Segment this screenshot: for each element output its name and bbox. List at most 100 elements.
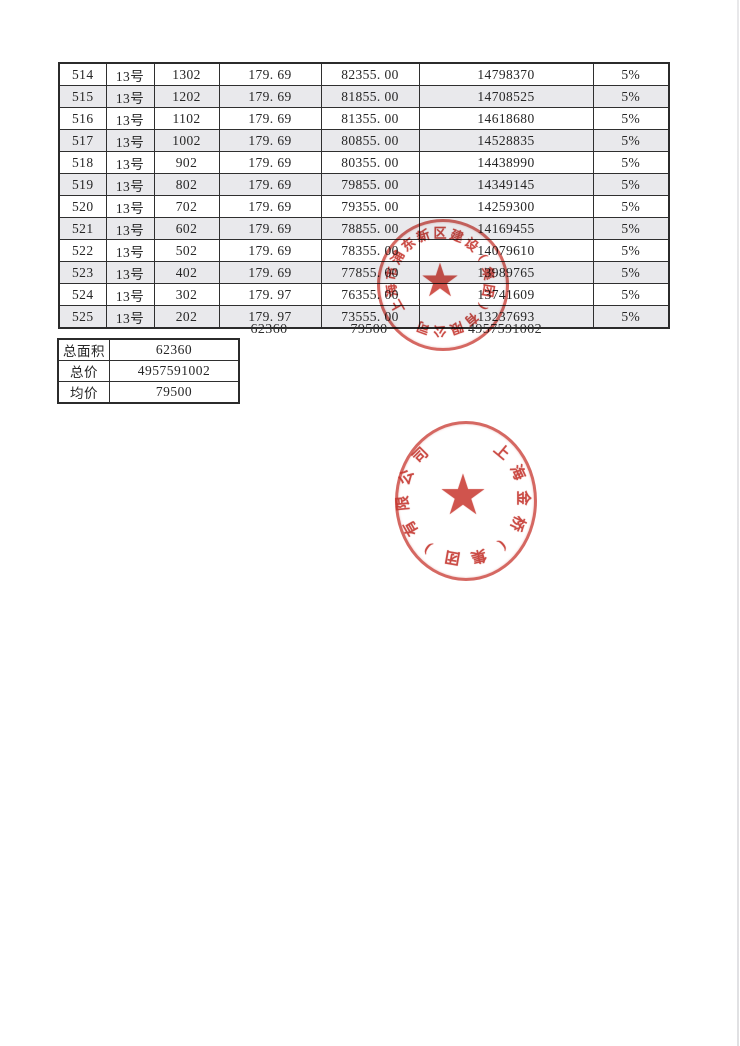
table-cell: 13号 — [105, 62, 155, 86]
table-cell: 523 — [58, 261, 107, 284]
summary-label: 总价 — [57, 360, 110, 382]
seal-ring-char: 团 — [443, 547, 462, 566]
summary-table: 总面积 62360 总价 4957591002 均价 79500 — [57, 338, 240, 404]
table-row: 521 13号 602 179. 69 78855. 00 14169455 5% — [58, 217, 670, 240]
table-cell: 79355. 00 — [320, 195, 420, 218]
table-cell: 179. 69 — [218, 173, 322, 196]
table-cell: 14798370 — [418, 62, 594, 86]
table-cell: 521 — [58, 217, 107, 240]
table-cell: 14349145 — [418, 173, 594, 196]
table-cell: 13号 — [105, 107, 155, 130]
table-cell: 502 — [153, 239, 220, 262]
table-cell: 514 — [58, 62, 107, 86]
table-cell: 179. 69 — [218, 129, 322, 152]
table-cell: 5% — [592, 85, 670, 108]
table-cell: 179. 69 — [218, 85, 322, 108]
seal-circle — [395, 421, 537, 581]
table-row: 514 13号 1302 179. 69 82355. 00 14798370 5% — [58, 62, 670, 86]
table-cell: 5% — [592, 239, 670, 262]
seal-ring-char: 司 — [409, 444, 432, 467]
table-cell: 402 — [153, 261, 220, 284]
seal-ring-char: 上 — [490, 441, 513, 464]
table-cell: 302 — [153, 283, 220, 306]
summary-value: 62360 — [109, 338, 240, 361]
table-row: 522 13号 502 179. 69 78355. 00 14079610 5% — [58, 239, 670, 262]
seal-ring-char: ( — [495, 537, 510, 553]
table-cell: 13989765 — [418, 261, 594, 284]
seal-ring-char: 金 — [514, 490, 531, 506]
table-cell: 73555. 00 — [320, 305, 420, 329]
table-cell: 179. 69 — [218, 261, 322, 284]
table-cell: 179. 69 — [218, 195, 322, 218]
table-cell: 602 — [153, 217, 220, 240]
seal-ring-char: 限 — [395, 495, 413, 512]
table-cell: 13号 — [105, 85, 155, 108]
table-cell: 5% — [592, 305, 670, 329]
table-cell: 13号 — [105, 283, 155, 306]
table-cell: 5% — [592, 107, 670, 130]
table-cell: 80855. 00 — [320, 129, 420, 152]
summary-row: 总价 4957591002 — [57, 360, 240, 382]
table-cell: 520 — [58, 195, 107, 218]
table-row: 518 13号 902 179. 69 80355. 00 14438990 5% — [58, 151, 670, 174]
table-cell: 77855. 00 — [320, 261, 420, 284]
table-row: 517 13号 1002 179. 69 80855. 00 14528835 5% — [58, 129, 670, 152]
total-area-value: 62360 — [250, 322, 288, 337]
table-cell: 519 — [58, 173, 107, 196]
seal-ring-char: 有 — [400, 517, 423, 539]
table-cell: 78355. 00 — [320, 239, 420, 262]
table-cell: 13号 — [105, 173, 155, 196]
table-cell: 14079610 — [418, 239, 594, 262]
table-cell: 80355. 00 — [320, 151, 420, 174]
table-row: 519 13号 802 179. 69 79855. 00 14349145 5% — [58, 173, 670, 196]
table-cell: 14169455 — [418, 217, 594, 240]
table-row: 515 13号 1202 179. 69 81855. 00 14708525 5% — [58, 85, 670, 108]
table-cell: 1002 — [153, 129, 220, 152]
table-cell: 5% — [592, 283, 670, 306]
table-cell: 5% — [592, 261, 670, 284]
table-cell: 179. 69 — [218, 151, 322, 174]
table-cell: 5% — [592, 62, 670, 86]
table-cell: 13号 — [105, 305, 155, 329]
table-cell: 525 — [58, 305, 107, 329]
scan-edge-shadow — [737, 0, 739, 1046]
seal-ring-char: 集 — [469, 545, 488, 566]
table-cell: 13号 — [105, 195, 155, 218]
price-table-body: 514 13号 1302 179. 69 82355. 00 14798370 5% 515 1… — [58, 62, 670, 329]
table-row: 516 13号 1102 179. 69 81355. 00 14618680 5% — [58, 107, 670, 130]
table-cell: 1102 — [153, 107, 220, 130]
table-cell: 902 — [153, 151, 220, 174]
seal-ring-char: 桥 — [506, 512, 528, 534]
table-cell: 518 — [58, 151, 107, 174]
table-cell: 179. 69 — [218, 217, 322, 240]
table-cell: 13号 — [105, 217, 155, 240]
table-cell: 82355. 00 — [320, 62, 420, 86]
table-cell: 81855. 00 — [320, 85, 420, 108]
table-row: 520 13号 702 179. 69 79355. 00 14259300 5% — [58, 195, 670, 218]
table-cell: 179. 69 — [218, 107, 322, 130]
summary-value: 79500 — [109, 381, 240, 404]
table-cell: 1302 — [153, 62, 220, 86]
table-cell: 1202 — [153, 85, 220, 108]
table-cell: 14528835 — [418, 129, 594, 152]
table-cell: 517 — [58, 129, 107, 152]
table-cell: 179. 97 — [218, 305, 322, 329]
table-cell: 202 — [153, 305, 220, 329]
table-row: 523 13号 402 179. 69 77855. 00 13989765 5% — [58, 261, 670, 284]
table-cell: 14708525 — [418, 85, 594, 108]
average-price-value: 79500 — [350, 322, 388, 337]
summary-row: 总面积 62360 — [57, 338, 240, 361]
table-cell: 13号 — [105, 239, 155, 262]
table-cell: 14618680 — [418, 107, 594, 130]
table-cell: 179. 97 — [218, 283, 322, 306]
table-cell: 179. 69 — [218, 239, 322, 262]
table-cell: 515 — [58, 85, 107, 108]
table-cell: 5% — [592, 129, 670, 152]
table-cell: 81355. 00 — [320, 107, 420, 130]
official-seal-jinqiao: 上海金桥 (集团) 有限公司 ★ — [395, 421, 537, 581]
table-cell: 516 — [58, 107, 107, 130]
table-cell: 5% — [592, 217, 670, 240]
table-cell: 14259300 — [418, 195, 594, 218]
table-cell: 14438990 — [418, 151, 594, 174]
